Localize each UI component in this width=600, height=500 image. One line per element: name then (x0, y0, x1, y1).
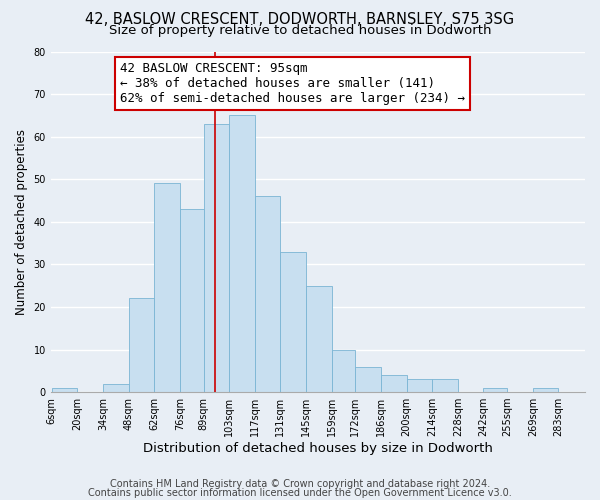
Bar (484, 388, 507, 392)
Bar (533, 388, 559, 392)
Bar (229, 116, 255, 392)
Bar (203, 124, 229, 392)
Bar (332, 350, 355, 392)
Bar (154, 184, 180, 392)
Bar (355, 366, 381, 392)
Bar (128, 298, 154, 392)
Text: Contains HM Land Registry data © Crown copyright and database right 2024.: Contains HM Land Registry data © Crown c… (110, 479, 490, 489)
Text: 42, BASLOW CRESCENT, DODWORTH, BARNSLEY, S75 3SG: 42, BASLOW CRESCENT, DODWORTH, BARNSLEY,… (85, 12, 515, 28)
X-axis label: Distribution of detached houses by size in Dodworth: Distribution of detached houses by size … (143, 442, 493, 455)
Bar (381, 375, 407, 392)
Bar (407, 380, 432, 392)
Bar (103, 384, 128, 392)
Text: Contains public sector information licensed under the Open Government Licence v3: Contains public sector information licen… (88, 488, 512, 498)
Bar (180, 209, 203, 392)
Bar (280, 252, 306, 392)
Text: 42 BASLOW CRESCENT: 95sqm
← 38% of detached houses are smaller (141)
62% of semi: 42 BASLOW CRESCENT: 95sqm ← 38% of detac… (120, 62, 465, 104)
Bar (52, 388, 77, 392)
Bar (306, 286, 332, 392)
Bar (255, 196, 280, 392)
Text: Size of property relative to detached houses in Dodworth: Size of property relative to detached ho… (109, 24, 491, 37)
Y-axis label: Number of detached properties: Number of detached properties (15, 129, 28, 315)
Bar (432, 380, 458, 392)
